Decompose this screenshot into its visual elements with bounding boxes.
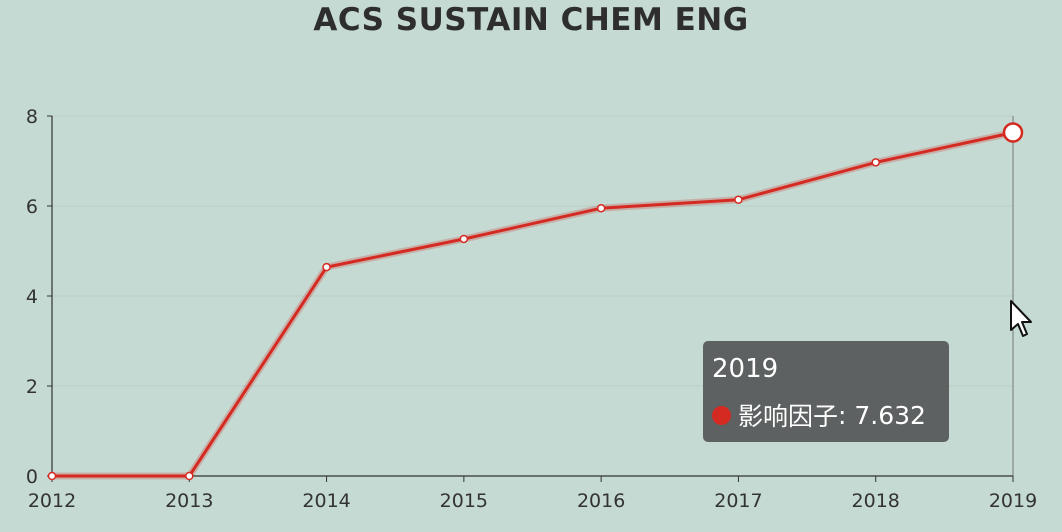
- series-line-path: [52, 131, 1014, 478]
- x-tick-label: 2017: [714, 490, 762, 512]
- data-point[interactable]: [322, 262, 331, 272]
- x-tick-label: 2016: [577, 490, 625, 512]
- x-tick-label: 2018: [852, 490, 900, 512]
- tooltip-row: 影响因子: 7.632: [712, 397, 926, 433]
- y-tick-label: 2: [26, 376, 38, 398]
- data-point[interactable]: [185, 471, 194, 481]
- x-tick-label: 2013: [165, 490, 213, 512]
- tooltip-separator: :: [838, 400, 855, 430]
- data-point[interactable]: [734, 195, 743, 204]
- data-point[interactable]: [871, 158, 880, 167]
- series-line: [52, 129, 1014, 480]
- data-point[interactable]: [47, 471, 57, 481]
- series-points[interactable]: [47, 122, 1024, 481]
- y-tick-label: 8: [26, 106, 38, 128]
- axes: 0 2 4 6 8 2012 2013 2014 2015 2016 2017 2018 2019: [26, 106, 1037, 512]
- data-point[interactable]: [459, 234, 469, 244]
- y-tick-label: 6: [26, 196, 38, 218]
- y-tick-label: 0: [26, 466, 38, 488]
- x-tick-label: 2012: [28, 490, 76, 512]
- y-tick-label: 4: [26, 286, 38, 308]
- tooltip-title: 2019: [712, 354, 779, 384]
- x-tick-label: 2015: [440, 490, 488, 512]
- arrow-cursor-icon: [1010, 300, 1032, 337]
- tooltip-series-dot: [712, 405, 731, 425]
- tooltip-value: 7.632: [854, 400, 926, 430]
- chart-title: ACS SUSTAIN CHEM ENG: [313, 2, 749, 38]
- data-point[interactable]: [596, 203, 606, 213]
- x-tick-label: 2014: [302, 490, 350, 512]
- x-tick-label: 2019: [989, 490, 1037, 512]
- tooltip: 2019 影响因子: 7.632: [703, 341, 949, 442]
- data-point-highlighted[interactable]: [1002, 122, 1024, 143]
- tooltip-series-label: 影响因子: [738, 402, 839, 431]
